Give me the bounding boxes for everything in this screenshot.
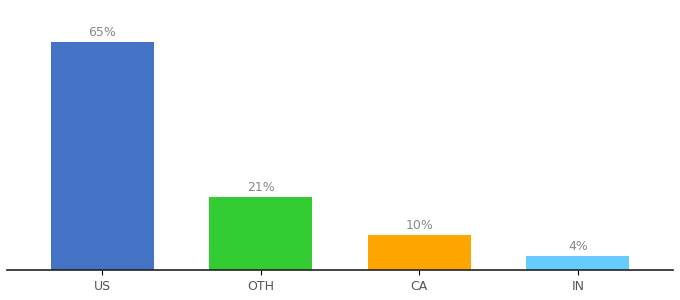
Bar xyxy=(209,196,312,270)
Bar xyxy=(526,256,630,270)
Bar xyxy=(368,235,471,270)
Text: 10%: 10% xyxy=(405,219,433,232)
Text: 65%: 65% xyxy=(88,26,116,39)
Text: 21%: 21% xyxy=(247,181,275,194)
Bar xyxy=(50,42,154,270)
Text: 4%: 4% xyxy=(568,241,588,254)
